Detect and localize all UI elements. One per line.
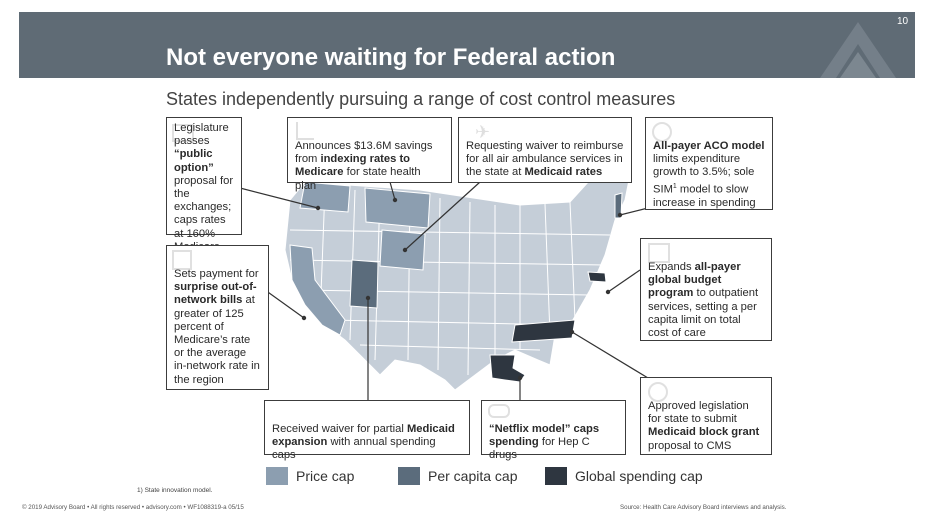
callout-text: Legislature passes: [174, 122, 229, 148]
pill-icon: [488, 404, 510, 418]
callout-emphasis: surprise out-of-network bills: [174, 281, 257, 307]
handshake-icon: [652, 122, 672, 142]
callout-text: Requesting waiver to reimburse for all a…: [466, 140, 624, 179]
callout-text: Sets payment for: [174, 268, 259, 280]
state-louisiana: [489, 354, 526, 383]
advisory-board-logo: [820, 22, 896, 78]
callout-text: Received waiver for partial: [272, 423, 407, 435]
legend-swatch-price-cap: [266, 467, 288, 485]
page-title: Not everyone waiting for Federal action: [166, 44, 616, 71]
copyright-footer: © 2019 Advisory Board • All rights reser…: [22, 504, 244, 511]
legend-swatch-per-capita-cap: [398, 467, 420, 485]
callout-emphasis: All-payer ACO model: [653, 140, 765, 152]
callout-montana: Announces $13.6M savings from indexing r…: [287, 117, 452, 192]
legend-label-per-capita-cap: Per capita cap: [428, 468, 518, 484]
callout-vermont: All-payer ACO model limits expenditure g…: [645, 117, 773, 210]
callout-louisiana: “Netflix model” caps spending for Hep C …: [481, 400, 626, 461]
callout-emphasis: all-payer global budget program: [648, 261, 741, 300]
legend-label-global-spending-cap: Global spending cap: [575, 468, 703, 484]
bill-icon: [172, 250, 192, 270]
source-footer: Source: Health Care Advisory Board inter…: [620, 504, 787, 511]
document-icon: [172, 124, 194, 142]
callout-text: at greater of 125 percent of Medicare’s …: [174, 294, 260, 386]
footnote-marker: 1: [672, 182, 677, 190]
callout-text: limits expenditure growth to 3.5%; sole …: [653, 153, 755, 196]
callout-emphasis: indexing rates to Medicare: [295, 153, 411, 179]
state-washington: [299, 181, 351, 213]
callout-emphasis: Medicaid block grant: [648, 426, 760, 439]
callout-text: proposal to CMS: [648, 439, 732, 452]
callout-california: Sets payment for surprise out-of-network…: [166, 245, 269, 390]
page-subtitle: States independently pursuing a range of…: [166, 89, 676, 109]
grant-icon: [648, 382, 668, 402]
callout-text: Announces $13.6M savings from: [295, 140, 433, 166]
callout-maryland: Expands all-payer global budget program …: [640, 238, 772, 341]
callout-text: to outpatient services, setting a per ca…: [648, 287, 759, 340]
callout-emphasis: Medicaid rates: [524, 166, 603, 179]
airplane-icon: ✈: [475, 122, 491, 142]
callout-text: with annual spending caps: [272, 436, 436, 462]
state-utah: [349, 259, 379, 309]
legend-swatch-global-spending-cap: [545, 467, 567, 485]
callout-emphasis: “public option”: [174, 148, 214, 174]
state-vermont: [614, 192, 623, 219]
slide-number: 10: [897, 16, 909, 27]
state-montana: [364, 187, 431, 229]
callout-emphasis: Medicaid expansion: [272, 423, 455, 449]
chart-icon: [296, 122, 314, 140]
callout-text: for Hep C drugs: [489, 436, 590, 462]
us-map: [284, 169, 631, 391]
footnote: 1) State innovation model.: [137, 487, 213, 494]
callout-text: for state health plan: [295, 166, 421, 192]
title-bar: [19, 12, 915, 78]
callout-wyoming: Requesting waiver to reimburse for all a…: [458, 117, 632, 183]
callout-text: Expands: [648, 261, 695, 273]
callout-text: model to slow increase in spending: [653, 183, 756, 209]
budget-icon: [648, 243, 670, 263]
state-maryland: [587, 271, 607, 283]
callout-emphasis: “Netflix model” caps spending: [489, 423, 600, 449]
legend-label-price-cap: Price cap: [296, 468, 355, 484]
callout-text: Approved legislation for state to submit: [648, 400, 749, 426]
state-wyoming: [379, 229, 426, 271]
callout-utah: Received waiver for partial Medicaid exp…: [264, 400, 470, 461]
state-california: [289, 244, 346, 336]
state-tennessee: [511, 319, 576, 343]
